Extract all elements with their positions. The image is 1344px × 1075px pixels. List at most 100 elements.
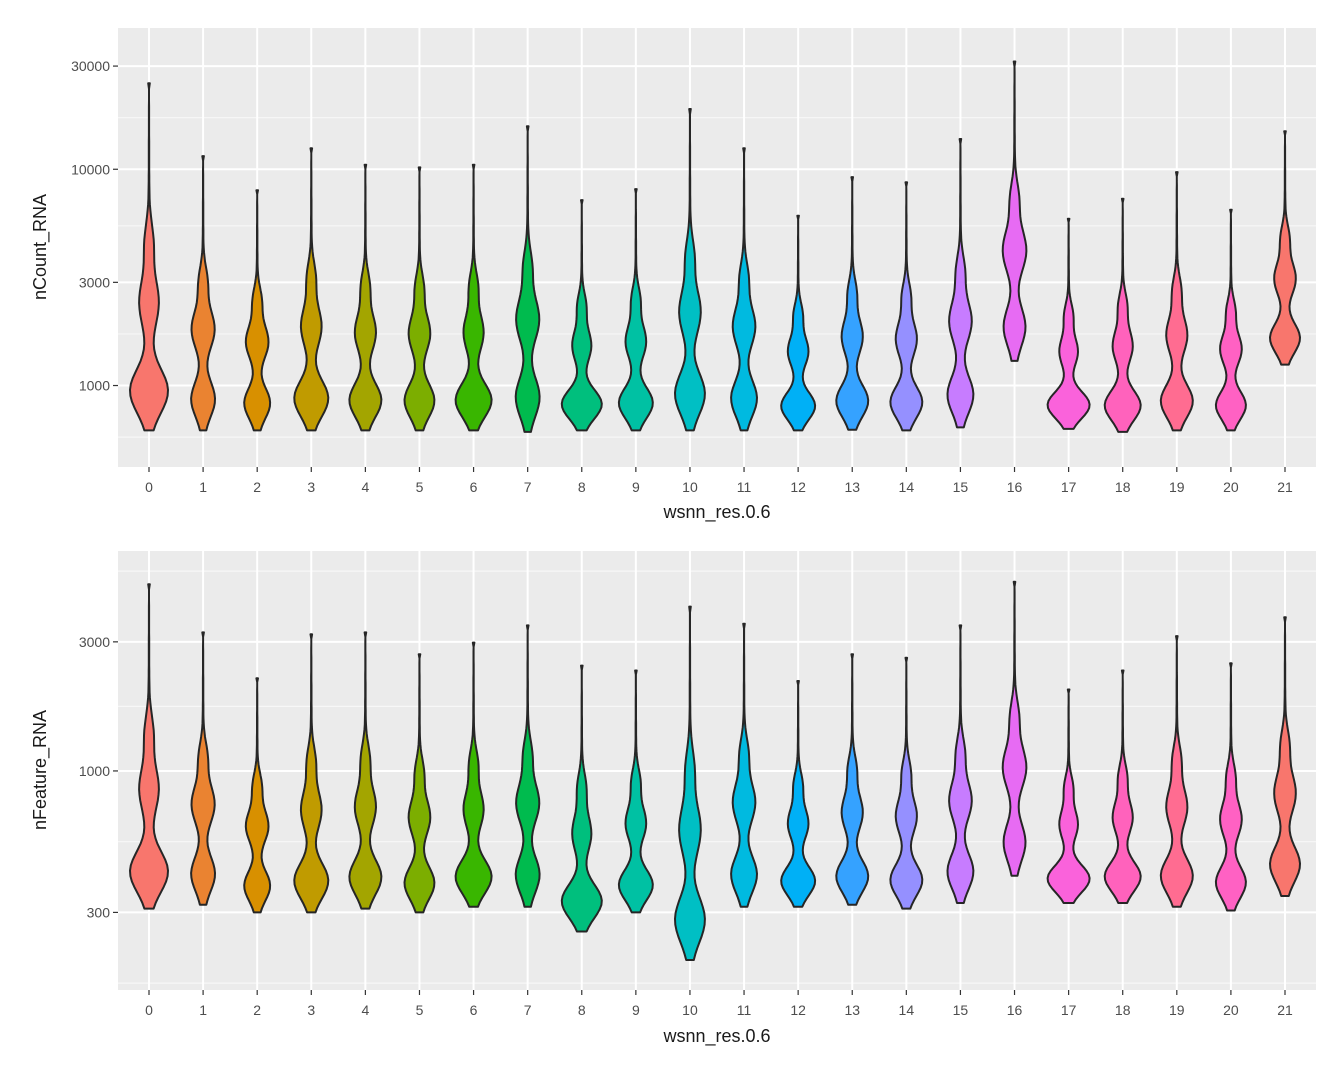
x-tick-label: 13 (844, 1002, 860, 1018)
violin-17 (1046, 217, 1091, 430)
x-tick-label: 9 (632, 479, 640, 495)
x-tick-label: 5 (416, 479, 424, 495)
violin-2 (243, 677, 272, 914)
x-tick-label: 21 (1277, 1002, 1293, 1018)
x-tick-label: 18 (1115, 1002, 1131, 1018)
violin-15 (946, 138, 975, 429)
violin-20 (1214, 208, 1247, 432)
violin-14 (889, 181, 924, 432)
x-tick-label: 19 (1169, 1002, 1185, 1018)
x-tick-label: 16 (1007, 479, 1023, 495)
x-tick-label: 12 (790, 479, 806, 495)
violin-11 (730, 622, 758, 908)
x-axis-title: wsnn_res.0.6 (662, 502, 770, 523)
violin-13 (835, 653, 870, 906)
x-tick-label: 3 (307, 479, 315, 495)
violin-20 (1214, 662, 1247, 912)
violin-4 (348, 163, 383, 432)
violin-3 (293, 147, 330, 432)
violin-10 (674, 605, 706, 961)
x-tick-label: 10 (682, 1002, 698, 1018)
violin-4 (348, 631, 383, 910)
violin-19 (1159, 635, 1194, 908)
x-tick-label: 14 (899, 479, 915, 495)
x-tick-label: 7 (524, 1002, 532, 1018)
x-tick-label: 20 (1223, 479, 1239, 495)
violin-1 (190, 631, 216, 906)
y-tick-label: 10000 (71, 161, 110, 177)
violin-0 (129, 82, 169, 432)
y-axis-title: nFeature_RNA (30, 710, 51, 830)
x-tick-label: 12 (790, 1002, 806, 1018)
violin-9 (617, 669, 654, 914)
x-tick-label: 7 (524, 479, 532, 495)
x-tick-label: 11 (737, 479, 752, 495)
x-tick-label: 17 (1061, 479, 1077, 495)
violin-21 (1269, 616, 1301, 897)
x-tick-label: 0 (145, 479, 153, 495)
violin-7 (514, 125, 541, 433)
violin-15 (946, 624, 975, 904)
violin-18 (1103, 197, 1142, 433)
violin-6 (454, 163, 493, 432)
x-tick-label: 21 (1277, 479, 1293, 495)
x-tick-label: 5 (416, 1002, 424, 1018)
x-tick-label: 10 (682, 479, 698, 495)
x-tick-label: 8 (578, 1002, 586, 1018)
violin-12 (780, 680, 817, 908)
violin-0 (129, 583, 169, 910)
x-tick-label: 4 (361, 1002, 369, 1018)
violin-18 (1103, 669, 1142, 904)
x-tick-label: 6 (470, 479, 478, 495)
violin-21 (1269, 130, 1301, 366)
x-tick-label: 15 (953, 1002, 969, 1018)
x-tick-label: 13 (844, 479, 860, 495)
violin-11 (730, 147, 758, 432)
x-tick-label: 3 (307, 1002, 315, 1018)
x-tick-label: 17 (1061, 1002, 1077, 1018)
violin-16 (1001, 60, 1028, 362)
y-tick-label: 3000 (79, 634, 110, 650)
x-tick-label: 6 (470, 1002, 478, 1018)
violin-6 (454, 641, 493, 908)
x-tick-label: 11 (737, 1002, 752, 1018)
violin-5 (403, 653, 436, 914)
x-tick-label: 19 (1169, 479, 1185, 495)
x-tick-label: 2 (253, 1002, 261, 1018)
violin-5 (403, 166, 436, 432)
violin-16 (1001, 580, 1028, 877)
x-tick-label: 20 (1223, 1002, 1239, 1018)
violin-17 (1046, 688, 1091, 904)
violin-2 (243, 189, 272, 432)
x-tick-label: 16 (1007, 1002, 1023, 1018)
violin-8 (560, 199, 603, 432)
violin-14 (889, 656, 924, 910)
x-tick-label: 1 (199, 479, 207, 495)
violin-19 (1159, 171, 1194, 432)
y-tick-label: 300 (87, 904, 111, 920)
x-tick-label: 9 (632, 1002, 640, 1018)
x-tick-label: 8 (578, 479, 586, 495)
y-axis-title: nCount_RNA (30, 194, 51, 300)
x-tick-label: 0 (145, 1002, 153, 1018)
violin-1 (190, 155, 216, 432)
x-tick-label: 18 (1115, 479, 1131, 495)
x-tick-label: 14 (899, 1002, 915, 1018)
x-axis-title: wsnn_res.0.6 (662, 1026, 770, 1047)
y-tick-label: 3000 (79, 274, 110, 290)
violin-10 (674, 108, 706, 432)
violin-13 (835, 176, 870, 431)
x-tick-label: 1 (199, 1002, 207, 1018)
x-tick-label: 15 (953, 479, 969, 495)
violin-9 (617, 188, 654, 432)
violin-12 (780, 214, 817, 432)
y-tick-label: 1000 (79, 378, 110, 394)
y-tick-label: 1000 (79, 763, 110, 779)
x-tick-label: 4 (361, 479, 369, 495)
violin-8 (560, 664, 603, 933)
x-tick-label: 2 (253, 479, 261, 495)
y-tick-label: 30000 (71, 58, 110, 74)
